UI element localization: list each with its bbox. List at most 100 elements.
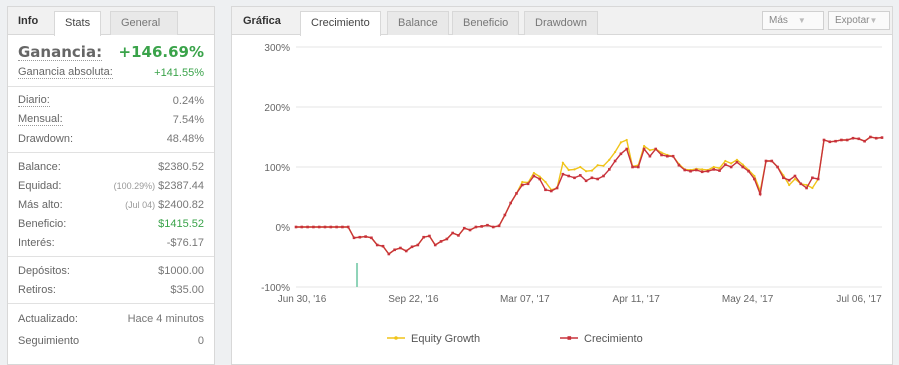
data-point xyxy=(399,246,402,250)
updated-label: Actualizado: xyxy=(18,313,78,325)
data-point xyxy=(828,140,832,144)
data-point xyxy=(660,151,663,154)
data-point xyxy=(596,177,600,181)
data-point xyxy=(851,136,855,140)
data-point xyxy=(822,138,826,142)
equity-label: Equidad: xyxy=(18,179,62,192)
chart-panel: Gráfica Crecimiento Balance Beneficio Dr… xyxy=(231,6,893,365)
data-point xyxy=(857,137,861,141)
interest-label: Interés: xyxy=(18,236,55,249)
data-point xyxy=(433,243,437,247)
tab-growth[interactable]: Crecimiento xyxy=(300,11,381,36)
profit-label: Beneficio: xyxy=(18,217,67,230)
data-point xyxy=(712,165,715,169)
y-tick-label: -100% xyxy=(261,283,290,294)
data-point xyxy=(840,138,843,142)
data-point xyxy=(445,237,449,241)
data-point xyxy=(637,165,640,169)
tab-info[interactable]: Info xyxy=(18,15,39,27)
chevron-down-icon: ▼ xyxy=(797,16,806,25)
data-point xyxy=(782,176,785,180)
legend-label[interactable]: Equity Growth xyxy=(411,333,480,345)
drawdown-value: 48.48% xyxy=(166,132,204,145)
divider xyxy=(8,256,214,257)
data-point xyxy=(497,224,501,228)
data-point xyxy=(643,144,646,148)
data-point xyxy=(567,168,570,172)
deposits-label: Depósitos: xyxy=(18,264,70,277)
data-point xyxy=(648,154,652,158)
data-point xyxy=(573,168,576,171)
gain-label: Ganancia: xyxy=(18,42,103,61)
highest-value: $2400.82 xyxy=(158,198,204,211)
data-point xyxy=(329,225,333,229)
data-point xyxy=(695,168,698,172)
equity-percent: (100.29%) xyxy=(113,180,156,191)
y-axis-labels: 300% 200% 100% 0% -100% xyxy=(261,43,290,294)
data-point xyxy=(544,180,547,184)
more-label: Más xyxy=(769,15,788,26)
daily-label: Diario: xyxy=(18,94,50,107)
data-point xyxy=(294,225,298,229)
data-point xyxy=(300,225,304,229)
data-point xyxy=(799,182,803,186)
data-point xyxy=(561,161,564,164)
data-point xyxy=(590,176,594,180)
data-point xyxy=(521,180,524,184)
export-label: Expotar xyxy=(835,15,870,26)
export-dropdown[interactable]: Expotar▼ xyxy=(828,11,890,30)
data-point xyxy=(845,138,849,142)
tab-profit[interactable]: Beneficio xyxy=(452,11,520,35)
balance-label: Balance: xyxy=(18,160,61,173)
data-point xyxy=(683,168,687,172)
data-point xyxy=(532,174,536,178)
data-point xyxy=(573,176,576,180)
chart-grid xyxy=(296,46,882,288)
tab-balance[interactable]: Balance xyxy=(387,11,449,35)
data-point xyxy=(544,188,547,192)
data-point xyxy=(625,138,628,142)
data-point xyxy=(578,174,582,177)
data-point xyxy=(718,167,721,170)
data-point xyxy=(370,236,373,240)
interest-value: -$76.17 xyxy=(166,236,204,249)
data-point xyxy=(619,152,623,156)
more-dropdown[interactable]: Más ▼ xyxy=(762,11,824,30)
legend-marker xyxy=(394,336,398,340)
data-point xyxy=(614,150,617,154)
legend-marker xyxy=(567,336,572,340)
withdrawals-value: $35.00 xyxy=(170,283,204,296)
data-point xyxy=(654,147,658,151)
data-point xyxy=(526,182,530,186)
data-point xyxy=(451,231,454,235)
data-point xyxy=(590,169,594,172)
data-point xyxy=(549,189,553,193)
divider xyxy=(8,152,214,153)
tab-general[interactable]: General xyxy=(110,11,178,35)
data-point xyxy=(724,163,727,166)
divider xyxy=(8,303,214,304)
data-point xyxy=(439,240,443,243)
data-point xyxy=(613,159,617,163)
series-line xyxy=(296,136,883,255)
tab-stats[interactable]: Stats xyxy=(54,11,102,36)
y-tick-label: 0% xyxy=(276,223,291,234)
data-point xyxy=(608,168,611,171)
data-point xyxy=(869,135,872,139)
data-point xyxy=(753,174,756,178)
data-point xyxy=(642,147,646,151)
profit-value: $1415.52 xyxy=(158,217,204,230)
data-point xyxy=(741,163,744,166)
absolute-gain-label: Ganancia absoluta: xyxy=(18,66,113,79)
x-tick-label: Jul 06, '17 xyxy=(836,294,882,305)
data-point xyxy=(341,225,344,229)
divider xyxy=(8,86,214,87)
tab-drawdown[interactable]: Drawdown xyxy=(524,11,598,35)
data-point xyxy=(700,170,704,174)
gain-value: +146.69% xyxy=(118,43,204,61)
equity-value-group: (100.29%) $2387.44 xyxy=(114,180,204,192)
legend-label[interactable]: Crecimiento xyxy=(584,333,643,345)
data-point xyxy=(538,175,541,178)
x-tick-label: Mar 07, '17 xyxy=(500,294,550,305)
data-point xyxy=(584,170,588,173)
